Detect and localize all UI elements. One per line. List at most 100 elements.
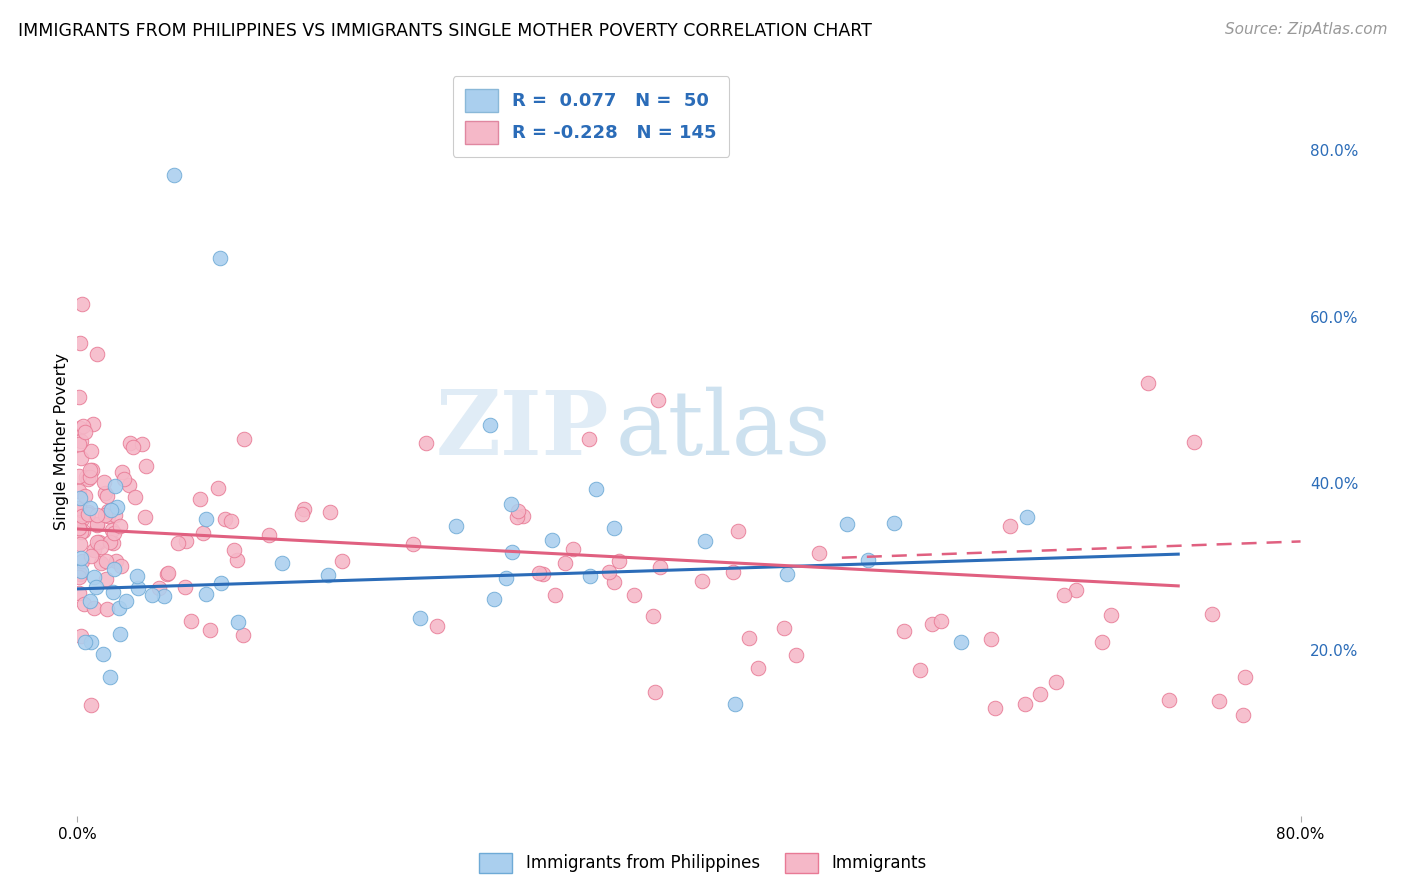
Point [180,615,202,629]
Point [502,545,524,559]
Point [93,508,115,522]
Point [103,479,125,493]
Legend: Immigrants from Philippines, Immigrants: Immigrants from Philippines, Immigrants [472,847,934,880]
Point [724,697,747,711]
Point [70,503,93,517]
Point [527,566,550,580]
Point [72,418,94,433]
Point [97,503,120,517]
Point [623,588,645,602]
Point [69,524,91,539]
Point [174,534,197,549]
Point [67,500,90,515]
Point [219,515,242,529]
Point [76,472,98,486]
Point [980,632,1002,647]
Point [270,556,292,570]
Point [1157,693,1180,707]
Point [96,554,118,568]
Point [207,481,229,495]
Point [67,468,90,483]
Point [67,437,90,451]
Point [294,502,316,516]
Point [1091,635,1114,649]
Point [70,296,93,310]
Point [103,585,125,599]
Point [86,347,108,361]
Point [94,485,117,500]
Point [561,541,583,556]
Point [67,484,90,499]
Point [1099,607,1122,622]
Point [105,500,128,514]
Text: atlas: atlas [616,386,831,474]
Point [1045,674,1067,689]
Point [104,508,127,522]
Point [738,631,761,645]
Point [121,440,143,454]
Point [425,618,447,632]
Point [127,581,149,595]
Point [72,508,94,523]
Point [232,433,254,447]
Point [785,648,807,663]
Point [415,435,437,450]
Point [163,168,186,182]
Point [124,491,146,505]
Point [118,478,141,492]
Point [257,527,280,541]
Point [226,615,249,629]
Point [222,542,245,557]
Text: IMMIGRANTS FROM PHILIPPINES VS IMMIGRANTS SINGLE MOTHER POVERTY CORRELATION CHAR: IMMIGRANTS FROM PHILIPPINES VS IMMIGRANT… [18,22,872,40]
Point [118,435,141,450]
Point [96,489,118,503]
Point [579,568,602,582]
Point [773,621,796,635]
Point [103,525,125,540]
Point [79,463,101,477]
Point [194,587,217,601]
Point [644,684,666,698]
Point [648,560,671,574]
Point [83,570,105,584]
Point [316,568,339,582]
Point [883,516,905,530]
Point [77,507,100,521]
Point [86,517,108,532]
Point [1201,607,1223,621]
Point [647,392,669,407]
Point [89,534,111,549]
Point [104,553,127,567]
Point [84,580,107,594]
Point [198,623,221,637]
Point [134,510,156,524]
Point [835,516,858,531]
Point [1029,687,1052,701]
Point [506,509,529,524]
Point [226,552,249,566]
Point [208,252,231,266]
Point [214,512,236,526]
Point [167,536,190,550]
Point [77,505,100,519]
Point [125,568,148,582]
Point [1015,510,1038,524]
Text: Source: ZipAtlas.com: Source: ZipAtlas.com [1225,22,1388,37]
Point [69,537,91,551]
Point [330,554,353,568]
Point [69,336,91,351]
Point [1208,694,1230,708]
Point [544,588,567,602]
Point [193,525,215,540]
Point [148,582,170,596]
Point [83,542,105,557]
Point [856,553,879,567]
Point [409,611,432,625]
Point [156,566,179,581]
Point [495,571,517,585]
Point [110,558,132,573]
Point [602,574,624,589]
Point [607,554,630,568]
Point [1064,583,1087,598]
Point [70,550,93,565]
